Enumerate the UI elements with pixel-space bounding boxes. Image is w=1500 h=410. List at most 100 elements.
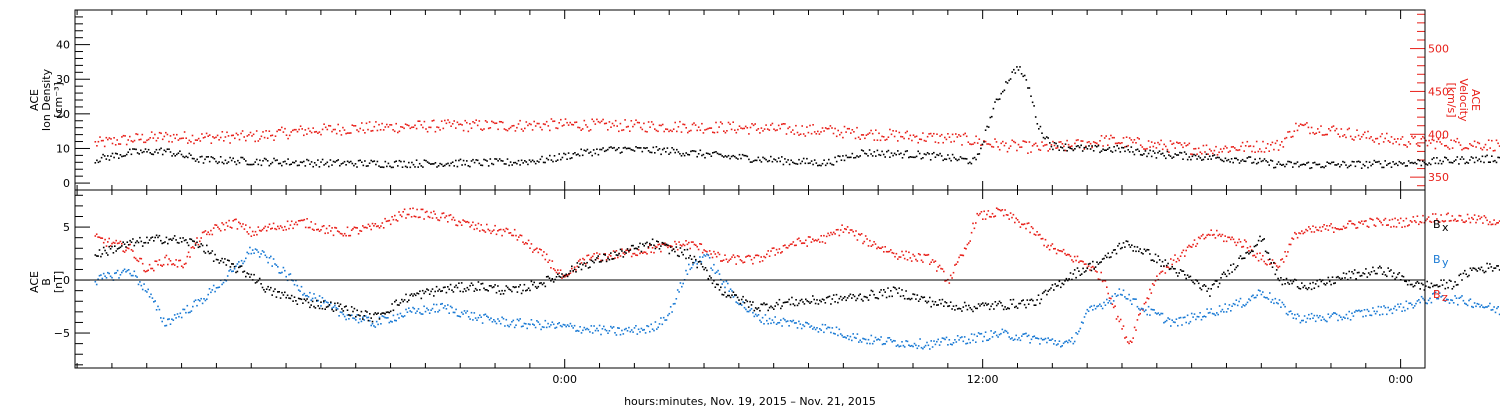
data-point: [912, 156, 915, 159]
data-point: [1438, 221, 1441, 223]
data-point: [682, 282, 684, 285]
data-point: [856, 239, 859, 241]
data-point: [735, 301, 737, 303]
data-point: [238, 266, 240, 269]
data-point: [498, 158, 501, 160]
data-point: [207, 250, 209, 253]
data-point: [724, 286, 726, 289]
data-point: [672, 128, 675, 130]
data-point: [166, 133, 169, 136]
data-point: [395, 219, 397, 221]
data-point: [1458, 297, 1460, 299]
data-point: [1422, 160, 1424, 162]
data-point: [820, 329, 822, 331]
data-point: [1324, 319, 1327, 322]
data-point: [136, 259, 138, 262]
data-point: [1406, 307, 1409, 310]
data-point: [937, 154, 940, 157]
data-point: [303, 218, 306, 221]
data-point: [232, 263, 234, 265]
data-point: [1360, 167, 1363, 169]
data-point: [495, 122, 498, 124]
data-point: [1029, 342, 1031, 344]
data-point: [853, 234, 856, 237]
data-point: [845, 131, 847, 133]
data-point: [612, 250, 615, 252]
data-point: [373, 325, 375, 327]
data-point: [1406, 165, 1408, 167]
data-point: [1337, 133, 1339, 135]
data-point: [1063, 145, 1065, 148]
data-point: [1340, 316, 1342, 318]
data-point: [277, 225, 279, 228]
data-point: [1296, 236, 1299, 239]
data-point: [135, 133, 137, 135]
data-point: [824, 127, 827, 129]
data-point: [1462, 147, 1465, 150]
data-point: [1434, 213, 1437, 215]
data-point: [494, 284, 496, 286]
data-point: [436, 126, 438, 128]
data-point: [345, 132, 347, 135]
data-point: [1218, 156, 1220, 159]
data-point: [708, 257, 711, 259]
data-point: [929, 159, 932, 161]
data-point: [1118, 147, 1120, 150]
data-point: [1235, 157, 1238, 160]
data-point: [770, 322, 772, 325]
data-point: [331, 227, 333, 229]
data-point: [1219, 148, 1222, 150]
data-point: [1467, 162, 1470, 164]
data-point: [394, 214, 396, 217]
data-point: [970, 162, 973, 165]
data-point: [1193, 239, 1196, 241]
data-point: [357, 159, 360, 162]
data-point: [1075, 139, 1078, 142]
data-point: [108, 137, 111, 139]
data-point: [1284, 137, 1286, 140]
data-point: [403, 315, 406, 317]
data-point: [1461, 295, 1463, 297]
data-point: [1154, 142, 1156, 144]
data-point: [1139, 309, 1141, 311]
data-point: [479, 314, 481, 316]
data-point: [738, 125, 741, 127]
data-point: [990, 216, 992, 218]
data-point: [534, 125, 537, 127]
data-point: [876, 149, 879, 152]
data-point: [1118, 288, 1121, 290]
data-point: [1091, 146, 1093, 149]
data-point: [1387, 306, 1389, 309]
data-point: [1334, 164, 1336, 166]
data-point: [930, 261, 932, 263]
data-point: [969, 341, 971, 344]
data-point: [586, 126, 589, 128]
data-point: [1224, 235, 1226, 237]
data-point: [798, 134, 800, 136]
data-point: [293, 283, 296, 286]
data-point: [1386, 313, 1388, 316]
data-point: [455, 159, 457, 162]
data-point: [282, 229, 285, 231]
data-point: [1459, 144, 1462, 146]
data-point: [449, 305, 452, 308]
data-point: [448, 121, 451, 124]
data-point: [724, 131, 727, 134]
data-point: [950, 159, 952, 162]
data-point: [249, 246, 251, 249]
data-point: [479, 289, 481, 291]
data-point: [338, 231, 340, 233]
data-point: [243, 270, 246, 273]
data-point: [423, 292, 425, 295]
data-point: [826, 128, 829, 130]
data-point: [824, 242, 827, 244]
data-point: [1420, 164, 1423, 167]
data-point: [866, 238, 868, 240]
data-point: [619, 255, 622, 257]
data-point: [312, 165, 314, 168]
data-point: [899, 345, 902, 347]
data-point: [592, 120, 595, 123]
data-point: [328, 304, 331, 306]
data-point: [1170, 325, 1172, 327]
data-point: [1400, 162, 1402, 164]
